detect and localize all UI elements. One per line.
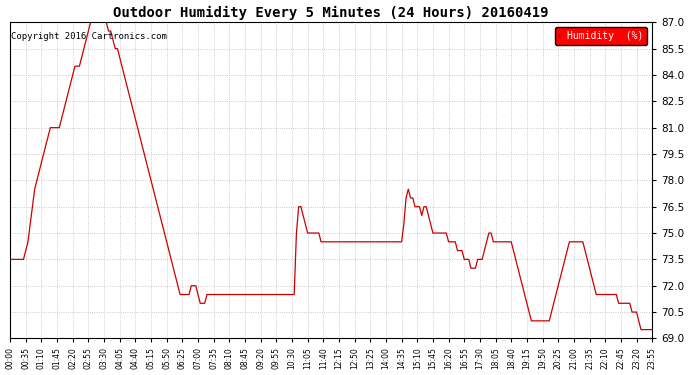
Legend: Humidity  (%): Humidity (%) bbox=[555, 27, 647, 45]
Text: Copyright 2016 Cartronics.com: Copyright 2016 Cartronics.com bbox=[11, 32, 167, 41]
Title: Outdoor Humidity Every 5 Minutes (24 Hours) 20160419: Outdoor Humidity Every 5 Minutes (24 Hou… bbox=[113, 6, 549, 20]
